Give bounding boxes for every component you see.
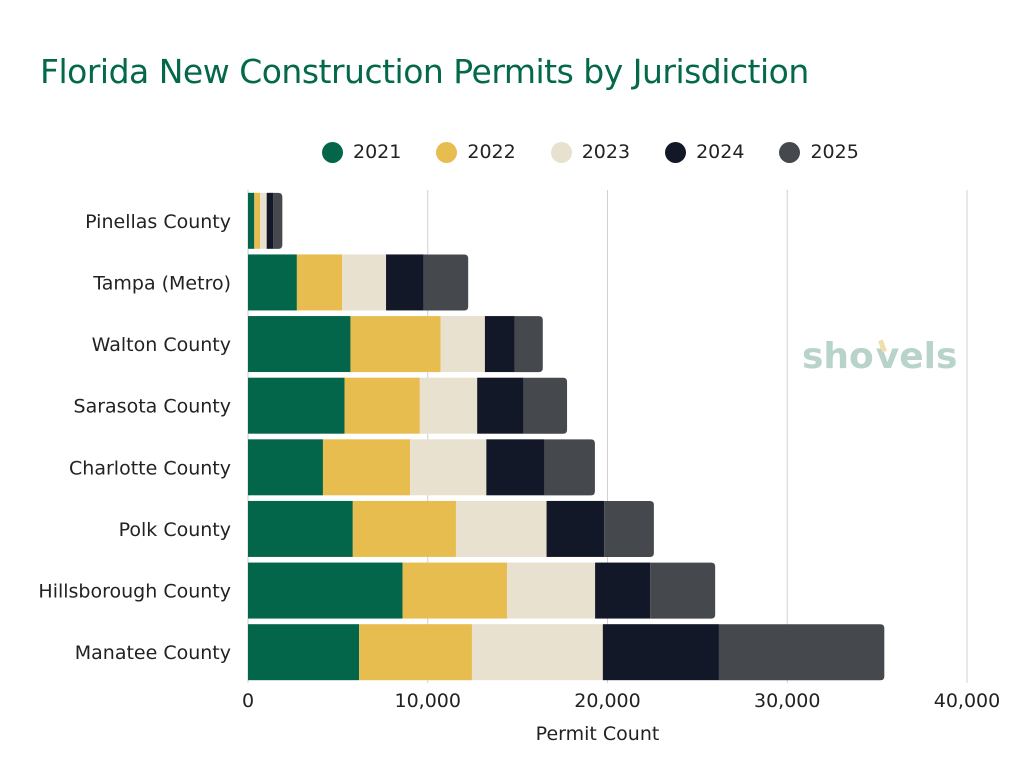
legend-label: 2024 (696, 141, 745, 163)
bar-2024-sarasota-county (477, 377, 524, 434)
y-category-label: Walton County (92, 334, 231, 356)
bar-2024-tampa-metro- (386, 254, 424, 311)
bar-2023-hillsborough-county (507, 562, 596, 619)
y-category-label: Charlotte County (69, 457, 231, 479)
bar-2021-pinellas-county (248, 192, 255, 249)
legend-item-2024: 2024 (665, 141, 744, 163)
legend-item-2023: 2023 (550, 141, 631, 163)
bar-2021-walton-county (248, 316, 351, 373)
y-category-label: Sarasota County (74, 396, 231, 418)
bar-2025-pinellas-county (273, 192, 283, 249)
bar-2023-charlotte-county (410, 439, 487, 496)
bar-2021-manatee-county (248, 624, 360, 681)
y-category-label: Hillsborough County (38, 581, 231, 603)
bar-2021-hillsborough-county (248, 562, 403, 619)
shovels-logo: shovels (802, 336, 958, 377)
y-category-label: Pinellas County (85, 211, 231, 233)
bar-2025-charlotte-county (544, 439, 595, 496)
bar-2021-sarasota-county (248, 377, 345, 434)
x-tick-label: 10,000 (395, 690, 461, 712)
bar-2022-sarasota-county (344, 377, 420, 434)
bar-2022-tampa-metro- (296, 254, 343, 311)
bar-2022-charlotte-county (322, 439, 411, 496)
bar-2022-pinellas-county (254, 192, 261, 249)
legend-swatch (779, 141, 801, 163)
bar-2024-charlotte-county (486, 439, 545, 496)
bar-2024-hillsborough-county (595, 562, 651, 619)
bar-2024-manatee-county (602, 624, 719, 681)
bar-2024-walton-county (484, 316, 515, 373)
x-tick-label: 30,000 (754, 690, 820, 712)
bar-2023-walton-county (440, 316, 485, 373)
legend-item-2022: 2022 (436, 141, 516, 163)
bar-2022-polk-county (352, 500, 456, 557)
legend-swatch (665, 141, 687, 163)
bar-2023-pinellas-county (260, 192, 267, 249)
legend-swatch (550, 141, 572, 163)
bar-2023-sarasota-county (419, 377, 478, 434)
bar-2025-tampa-metro- (423, 254, 469, 311)
legend-swatch (436, 141, 458, 163)
bar-2025-manatee-county (718, 624, 885, 681)
bar-2023-polk-county (455, 500, 547, 557)
bar-2024-pinellas-county (266, 192, 274, 249)
bar-2022-walton-county (350, 316, 441, 373)
bar-2021-polk-county (248, 500, 353, 557)
legend-label: 2022 (467, 141, 516, 163)
legend-label: 2025 (810, 141, 859, 163)
y-category-label: Tampa (Metro) (92, 272, 231, 294)
bar-2023-manatee-county (471, 624, 603, 681)
x-tick-label: 0 (242, 690, 254, 712)
legend-item-2025: 2025 (779, 141, 859, 163)
y-category-label: Polk County (119, 519, 231, 541)
bar-2025-walton-county (514, 316, 543, 373)
legend-swatch (322, 141, 343, 163)
legend-label: 2023 (581, 141, 631, 163)
legend: 2021 2022 2023 2024 2025 (322, 141, 894, 163)
chart-title: Florida New Construction Permits by Juri… (40, 52, 809, 91)
bar-2021-charlotte-county (248, 439, 323, 496)
x-tick-label: 20,000 (574, 690, 640, 712)
bar-2025-hillsborough-county (650, 562, 716, 619)
bar-2024-polk-county (546, 500, 605, 557)
y-category-label: Manatee County (75, 642, 231, 664)
legend-item-2021: 2021 (322, 141, 401, 163)
bar-2025-polk-county (604, 500, 654, 557)
legend-label: 2021 (353, 141, 402, 163)
x-axis-label: Permit Count (536, 723, 660, 745)
x-tick-label: 40,000 (934, 690, 1000, 712)
bar-2025-sarasota-county (523, 377, 568, 434)
bar-2023-tampa-metro- (342, 254, 387, 311)
bar-2021-tampa-metro- (248, 254, 297, 311)
bar-2022-hillsborough-county (402, 562, 508, 619)
bar-2022-manatee-county (359, 624, 472, 681)
